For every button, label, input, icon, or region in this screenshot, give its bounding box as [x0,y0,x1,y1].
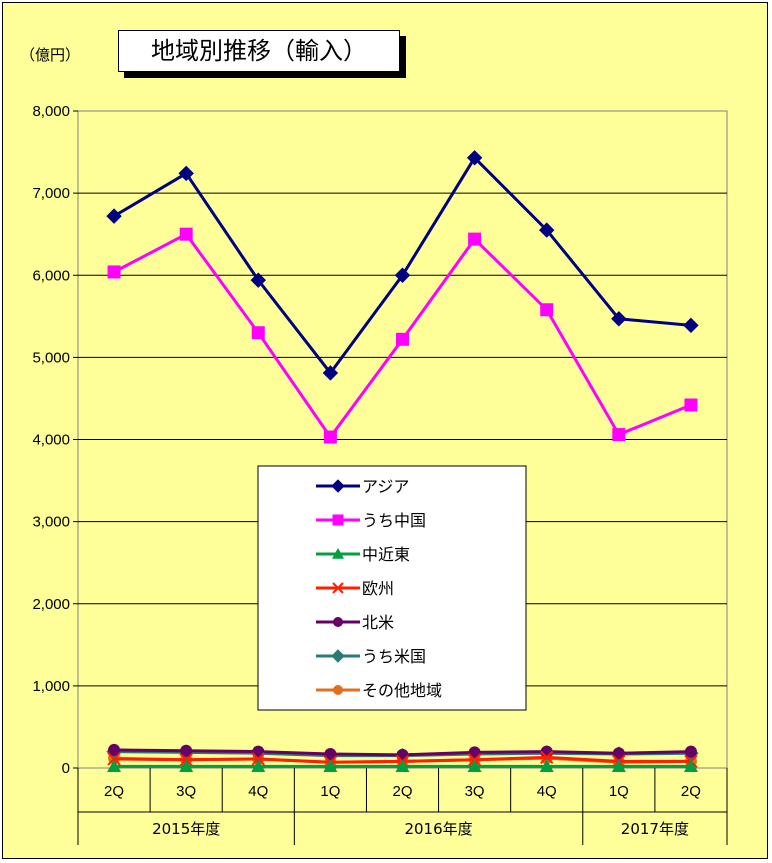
series-1 [107,227,698,444]
data-point [178,165,194,182]
y-tick-label: 5,000 [32,349,70,366]
legend-label: 中近東 [362,545,410,564]
x-category-label: 2Q [681,783,701,800]
data-point [396,332,409,346]
data-point [179,759,194,772]
chart-title: 地域別推移（輸入） [118,30,400,72]
fiscal-year-label: 2015年度 [152,820,220,838]
y-axis-unit-label: （億円） [20,46,81,64]
legend-box [257,465,527,711]
data-point [540,745,553,758]
data-point [323,759,338,772]
data-point [106,208,122,224]
x-category-label: 1Q [609,783,629,800]
legend-entry: その他地域 [316,681,442,700]
y-tick-label: 6,000 [32,267,70,284]
data-point [324,748,337,761]
y-axis-ticks: 0 1,000 2,000 3,000 4,000 5,000 6,000 7,000 8,00… [32,103,78,777]
y-tick-label: 2,000 [32,596,70,613]
data-point [333,617,343,627]
legend-entry: 中近東 [316,545,410,564]
data-point [396,748,409,761]
x-category-label: 2Q [104,783,124,800]
data-point [684,398,698,412]
data-point [179,227,193,241]
data-point [332,548,344,559]
legend-entry: うち米国 [316,647,426,666]
data-point [683,759,698,772]
series-4 [108,743,697,761]
data-point [180,744,193,757]
x-category-label: 3Q [465,783,485,800]
x-category-label: 4Q [537,783,557,800]
y-tick-label: 7,000 [32,185,70,202]
y-tick-label: 0 [62,760,70,777]
data-point [540,303,554,317]
data-point [323,430,337,444]
legend-entry: うち中国 [316,511,426,530]
data-point [611,759,626,772]
data-point [468,232,482,246]
data-point [684,745,697,758]
data-point [108,743,121,756]
data-point [107,265,121,279]
fiscal-year-label: 2016年度 [404,820,472,838]
data-point [332,582,344,594]
fiscal-year-label: 2017年度 [621,820,689,838]
data-point-stroke [540,750,554,765]
legend-label: その他地域 [362,681,442,700]
x-axis: 2Q 3Q 4Q 1Q 2Q 3Q 4Q 1Q 2Q 2015年度 2016年度 2017年度 [77,768,728,845]
data-point [332,514,344,526]
data-point [395,759,410,772]
data-point [611,311,627,327]
x-category-label: 4Q [248,783,268,800]
data-point [251,326,265,340]
legend-entry: 欧州 [316,579,394,598]
series-2 [107,759,698,772]
legend-entry: 北米 [316,613,394,632]
legend-label: アジア [362,477,409,496]
data-point [251,752,265,766]
data-point [322,365,339,381]
data-point [539,222,555,238]
data-point [540,750,554,765]
y-tick-label: 3,000 [32,514,70,531]
legend-label: うち米国 [362,647,426,666]
legend-label: うち中国 [362,511,426,530]
data-point [107,759,122,772]
y-tick-label: 8,000 [32,103,70,120]
legend-entry: アジア [316,477,409,496]
legend-label: 北米 [362,613,394,632]
series-0 [106,150,699,381]
data-point [333,685,343,695]
x-category-label: 2Q [392,783,412,800]
data-point-stroke [251,752,265,766]
data-point-stroke [332,582,344,594]
data-point [394,267,411,283]
data-point [539,759,554,772]
data-point [331,479,345,493]
legend-label: 欧州 [362,579,394,598]
data-point [467,759,482,772]
data-point [107,752,121,766]
data-point [466,150,483,166]
data-point-stroke [107,752,121,766]
x-category-label: 3Q [176,783,196,800]
y-tick-label: 1,000 [32,678,70,695]
data-point [683,317,699,334]
data-point [250,272,266,288]
x-category-label: 1Q [320,783,340,800]
data-point [612,428,626,442]
y-tick-label: 4,000 [32,432,70,449]
data-point [612,747,625,760]
series-lines [106,150,699,772]
data-point [331,649,345,663]
data-point [251,759,266,772]
